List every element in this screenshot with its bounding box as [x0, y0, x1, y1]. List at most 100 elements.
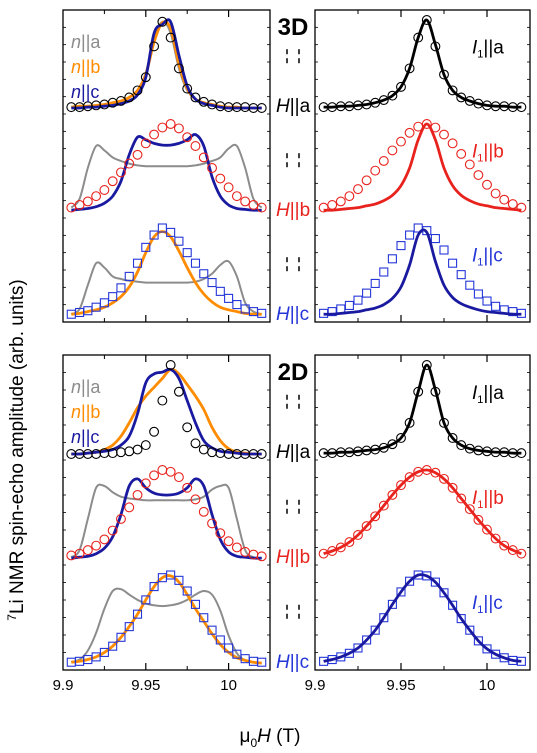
panel-frame-right-0 [314, 9, 531, 323]
data-marker-square [379, 613, 389, 623]
data-marker-square [257, 308, 267, 318]
data-marker-circle [430, 467, 441, 478]
data-marker-circle [353, 184, 363, 195]
label-var: n [71, 32, 81, 52]
label-suffix: ||b [483, 488, 503, 509]
data-marker-circle [378, 500, 389, 511]
data-marker-circle [149, 470, 160, 481]
data-marker-circle [132, 489, 143, 500]
data-marker-circle [116, 513, 126, 524]
current-direction-label: I1||a [472, 383, 504, 406]
label-var: H [276, 96, 290, 117]
series-line [70, 483, 262, 560]
current-direction-label: I1||c [472, 246, 503, 269]
label-suffix: ||a [483, 38, 504, 59]
data-marker-circle [396, 136, 406, 147]
field-orientation-label: H||c [276, 304, 309, 325]
label-suffix: ||a [290, 96, 311, 117]
series-line [70, 259, 262, 316]
data-marker-circle [256, 103, 267, 113]
label-var: I [472, 246, 478, 267]
data-marker-circle [404, 127, 415, 138]
data-marker-circle [132, 444, 143, 455]
data-marker-circle [157, 16, 168, 27]
data-marker-circle [157, 122, 168, 133]
data-marker-circle [190, 141, 201, 151]
data-marker-circle [190, 438, 201, 449]
data-marker-circle [439, 473, 449, 484]
data-marker-circle [223, 536, 234, 547]
data-marker-square [473, 289, 483, 299]
panel-frame-left-1: 9.9 9.95 10 [53, 354, 271, 694]
label-suffix: ||c [483, 246, 502, 267]
data-marker-circle [116, 447, 126, 458]
label-suffix: ||b [483, 142, 503, 163]
data-marker-square [448, 258, 458, 268]
data-marker-circle [447, 138, 458, 149]
data-marker-circle [456, 493, 467, 504]
current-direction-label: I1||b [472, 142, 504, 165]
data-marker-square [448, 600, 458, 610]
data-marker-circle [361, 521, 372, 532]
data-marker-circle [124, 502, 135, 513]
data-marker-circle [396, 81, 406, 92]
data-marker-square [362, 635, 372, 645]
data-marker-circle [140, 478, 151, 489]
data-marker-circle [182, 482, 193, 493]
data-marker-square [353, 643, 363, 653]
data-marker-square [482, 644, 492, 654]
label-suffix: ||c [290, 652, 309, 673]
data-marker-square [99, 298, 109, 308]
data-marker-square [344, 648, 354, 658]
data-marker-circle [231, 191, 242, 202]
data-marker-square [439, 245, 449, 255]
fit-line [323, 122, 522, 212]
data-marker-square [108, 641, 118, 651]
label-var: n [71, 82, 81, 102]
data-marker-square [199, 269, 209, 279]
data-marker-square [207, 625, 217, 635]
data-marker-circle [456, 440, 467, 451]
data-marker-square [482, 296, 492, 306]
x-axis-label-subscript: 0 [250, 736, 257, 750]
label-var: H [276, 304, 290, 325]
data-marker-circle [173, 63, 184, 74]
data-marker-circle [215, 173, 226, 184]
data-marker-circle [387, 439, 398, 450]
fit-line [323, 363, 522, 455]
panel-frame-right-1: 9.9 9.95 10 [305, 354, 531, 694]
panels: n||an||bn||c3DH||aH||bH||cI1||aI1||bI1||… [53, 9, 531, 694]
label-suffix: ||a [81, 32, 101, 52]
data-marker-circle [490, 188, 501, 199]
x-tick-label: 9.95 [131, 677, 160, 694]
legend-item: n||b [71, 57, 100, 77]
data-marker-square [149, 230, 159, 240]
data-marker-circle [173, 123, 184, 134]
data-marker-circle [124, 158, 135, 169]
data-marker-circle [456, 148, 467, 159]
series-line [71, 587, 262, 665]
data-marker-circle [516, 548, 527, 559]
data-marker-circle [165, 360, 176, 370]
label-subscript: 1 [477, 49, 483, 61]
label-subscript: 1 [477, 257, 483, 269]
panel-frame-left-0 [62, 9, 271, 323]
data-marker-circle [464, 159, 475, 170]
label-var: H [276, 652, 290, 673]
data-marker-circle [124, 92, 135, 103]
label-suffix: ||c [290, 304, 309, 325]
data-marker-circle [66, 202, 77, 213]
data-marker-circle [215, 528, 226, 539]
data-marker-square [353, 295, 363, 305]
label-var: n [71, 377, 81, 397]
data-marker-square [149, 582, 159, 592]
data-marker-square [430, 577, 440, 587]
data-marker-circle [335, 196, 346, 207]
current-direction-label: I1||c [472, 593, 503, 616]
data-marker-square [465, 625, 475, 635]
data-marker-circle [240, 196, 251, 207]
x-tick-label: 9.95 [386, 677, 415, 694]
data-marker-square [132, 609, 143, 619]
data-marker-circle [149, 129, 160, 140]
data-marker-circle [361, 175, 372, 186]
